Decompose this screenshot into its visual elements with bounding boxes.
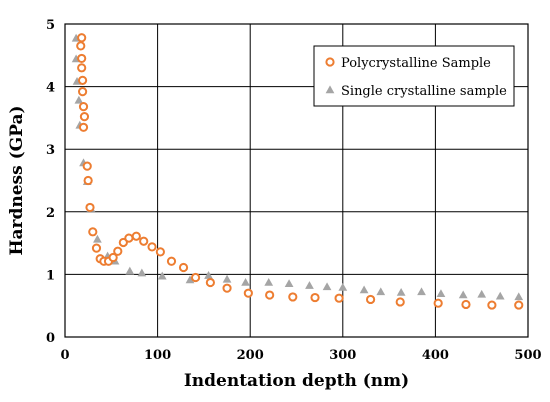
polycrystalline-point — [433, 298, 443, 308]
y-tick-label: 2 — [46, 206, 55, 221]
y-axis-title: Hardness (GPa) — [7, 105, 27, 255]
single-crystalline-point — [458, 290, 468, 299]
polycrystalline-point — [88, 227, 98, 237]
polycrystalline-point — [155, 247, 165, 257]
single-crystalline-point — [157, 271, 167, 280]
polycrystalline-point — [85, 202, 95, 213]
x-tick-label: 300 — [329, 348, 356, 363]
single-crystalline-point — [264, 277, 274, 286]
polycrystalline-point — [82, 161, 92, 171]
single-crystalline-point — [417, 287, 426, 296]
single-crystalline-point — [74, 95, 84, 104]
single-crystalline-point — [93, 234, 102, 243]
y-tick-label: 1 — [46, 268, 55, 283]
single-crystalline-point — [338, 282, 348, 291]
x-tick-label: 200 — [237, 348, 264, 363]
single-crystalline-point — [359, 285, 369, 294]
polycrystalline-point — [83, 175, 93, 186]
polycrystalline-point — [108, 252, 118, 263]
polycrystalline-point — [265, 290, 275, 300]
polycrystalline-point — [365, 294, 376, 305]
y-tick-label: 3 — [46, 143, 55, 158]
polycrystalline-point — [190, 272, 201, 283]
polycrystalline-point — [77, 75, 88, 85]
polycrystalline-point — [166, 256, 177, 266]
single-crystalline-point — [495, 291, 505, 300]
polycrystalline-point — [91, 243, 102, 253]
polycrystalline-point — [334, 293, 344, 303]
polycrystalline-point — [514, 300, 524, 310]
polycrystalline-point — [205, 277, 215, 288]
x-tick-label: 500 — [514, 348, 541, 363]
x-tick-label: 400 — [422, 348, 449, 363]
single-crystalline-point — [477, 289, 487, 298]
polycrystalline-point — [124, 233, 134, 243]
legend-frame — [313, 45, 515, 107]
polycrystalline-point — [310, 292, 320, 303]
y-tick-label: 0 — [46, 331, 55, 346]
single-crystalline-point — [514, 292, 524, 301]
single-crystalline-point — [125, 266, 135, 275]
polycrystalline-point — [113, 246, 123, 256]
legend-label-polycrystalline: Polycrystalline Sample — [341, 56, 491, 71]
single-crystalline-point — [284, 279, 294, 288]
polycrystalline-point — [288, 292, 298, 302]
single-crystalline-point — [396, 287, 406, 296]
polycrystalline-point — [78, 102, 89, 112]
single-crystalline-point — [305, 281, 314, 289]
polycrystalline-point — [178, 262, 189, 273]
polycrystalline-point — [77, 33, 87, 43]
legend: Polycrystalline Sample Single crystallin… — [313, 45, 515, 107]
polycrystalline-point — [78, 122, 89, 132]
polycrystalline-point — [243, 288, 253, 298]
single-crystalline-point — [185, 275, 195, 284]
single-crystalline-point — [376, 287, 386, 296]
y-tick-label: 5 — [46, 18, 55, 33]
polycrystalline-point — [487, 300, 497, 310]
single-crystalline-point — [204, 271, 213, 279]
single-crystalline-point — [322, 282, 332, 291]
x-tick-label: 100 — [144, 348, 171, 363]
single-crystalline-point — [222, 274, 232, 283]
polycrystalline-point — [77, 63, 87, 73]
polycrystalline-point — [461, 299, 471, 310]
x-axis-title: Indentation depth (nm) — [184, 371, 409, 391]
polycrystalline-point — [395, 297, 405, 307]
legend-marker-polycrystalline — [325, 57, 335, 67]
y-tick-labels: 0 1 2 3 4 5 — [46, 18, 55, 346]
single-crystalline-point — [436, 289, 446, 298]
legend-label-single-crystalline: Single crystalline sample — [341, 84, 507, 99]
single-crystalline-point — [241, 277, 250, 286]
x-tick-labels: 0 100 200 300 400 500 — [60, 348, 541, 363]
polycrystalline-point — [139, 236, 149, 246]
polycrystalline-point — [77, 87, 88, 97]
polycrystalline-point — [77, 53, 87, 64]
single-crystalline-point — [137, 268, 147, 277]
polycrystalline-point — [76, 41, 86, 51]
polycrystalline-point — [147, 242, 157, 252]
polycrystalline-point — [79, 112, 90, 122]
polycrystalline-point — [222, 283, 232, 293]
legend-marker-single-crystalline — [325, 85, 335, 94]
data-points — [71, 33, 524, 310]
plot-frame — [64, 23, 529, 338]
x-tick-label: 0 — [60, 348, 69, 363]
polycrystalline-point — [131, 231, 141, 241]
y-tick-label: 4 — [46, 81, 55, 96]
